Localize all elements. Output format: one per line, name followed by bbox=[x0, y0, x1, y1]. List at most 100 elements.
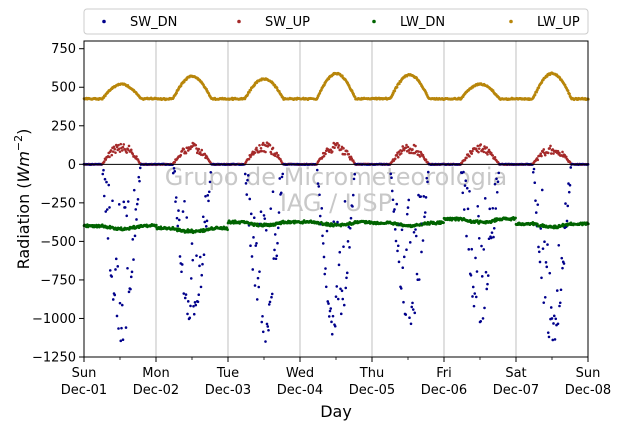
point-sw-dn bbox=[330, 332, 334, 336]
point-sw-dn bbox=[543, 295, 547, 299]
point-sw-dn bbox=[345, 271, 349, 275]
point-sw-dn bbox=[557, 243, 561, 247]
point-sw-dn bbox=[117, 203, 121, 206]
point-sw-dn bbox=[415, 272, 419, 276]
point-sw-dn bbox=[245, 193, 249, 196]
point-sw-up bbox=[112, 145, 116, 149]
point-sw-dn bbox=[476, 204, 480, 208]
legend: SW_DN SW_UP LW_DN LW_UP bbox=[83, 8, 589, 35]
point-sw-dn bbox=[546, 243, 549, 246]
point-sw-dn bbox=[328, 309, 332, 313]
point-sw-dn bbox=[346, 240, 350, 243]
point-sw-dn bbox=[348, 246, 351, 249]
point-sw-up bbox=[556, 149, 560, 153]
point-sw-dn bbox=[463, 184, 467, 187]
point-sw-dn bbox=[339, 287, 342, 291]
point-sw-up bbox=[418, 155, 422, 158]
point-sw-dn bbox=[483, 306, 486, 310]
point-sw-dn bbox=[533, 181, 537, 185]
point-sw-up bbox=[330, 150, 334, 153]
point-sw-dn bbox=[204, 225, 208, 228]
point-sw-dn bbox=[393, 228, 397, 231]
point-sw-up bbox=[337, 144, 341, 147]
point-sw-up bbox=[266, 145, 270, 148]
point-sw-dn bbox=[201, 262, 204, 266]
point-sw-dn bbox=[538, 260, 542, 264]
legend-marker-sw-dn bbox=[102, 19, 106, 24]
point-sw-up bbox=[114, 143, 118, 147]
point-sw-dn bbox=[351, 205, 354, 208]
point-sw-dn bbox=[114, 268, 117, 271]
point-sw-dn bbox=[405, 212, 409, 216]
point-sw-up bbox=[324, 149, 328, 153]
point-sw-up bbox=[333, 146, 336, 150]
point-sw-up bbox=[102, 160, 106, 163]
x-tick-date: Dec-03 bbox=[205, 383, 251, 398]
point-sw-dn bbox=[342, 245, 345, 248]
point-sw-dn bbox=[116, 265, 120, 268]
point-sw-dn bbox=[102, 168, 105, 172]
point-sw-dn bbox=[546, 331, 550, 334]
point-sw-dn bbox=[534, 211, 538, 214]
point-sw-dn bbox=[532, 167, 536, 171]
point-sw-up bbox=[189, 147, 192, 151]
point-lw-up bbox=[392, 92, 395, 95]
point-sw-up bbox=[421, 153, 425, 157]
point-lw-dn bbox=[226, 228, 229, 232]
point-sw-dn bbox=[252, 216, 256, 220]
point-sw-dn bbox=[124, 326, 128, 329]
point-sw-dn bbox=[261, 330, 265, 334]
y-tick-label: 500 bbox=[51, 81, 76, 96]
point-sw-up bbox=[126, 148, 130, 152]
point-lw-up bbox=[566, 89, 570, 93]
point-sw-dn bbox=[199, 285, 203, 289]
point-sw-dn bbox=[207, 190, 211, 194]
point-sw-up bbox=[345, 149, 349, 153]
point-sw-dn bbox=[481, 317, 485, 320]
point-sw-dn bbox=[315, 168, 319, 172]
point-sw-dn bbox=[320, 207, 324, 210]
legend-marker-sw-up bbox=[237, 19, 241, 24]
point-sw-dn bbox=[556, 322, 560, 326]
point-sw-up bbox=[396, 155, 400, 159]
point-sw-dn bbox=[172, 167, 176, 170]
point-sw-dn bbox=[191, 258, 195, 262]
point-sw-dn bbox=[340, 289, 344, 293]
point-sw-up bbox=[546, 151, 550, 155]
point-sw-dn bbox=[552, 314, 556, 318]
point-sw-dn bbox=[537, 245, 540, 249]
point-sw-dn bbox=[264, 340, 267, 343]
point-sw-dn bbox=[200, 273, 204, 277]
point-sw-dn bbox=[192, 312, 196, 316]
point-lw-up bbox=[248, 91, 251, 94]
point-sw-dn bbox=[336, 297, 340, 301]
point-sw-up bbox=[194, 143, 198, 147]
point-sw-dn bbox=[280, 175, 284, 179]
point-sw-up bbox=[184, 151, 188, 155]
point-sw-dn bbox=[271, 190, 275, 194]
y-tick-label: −1000 bbox=[32, 312, 76, 327]
point-sw-dn bbox=[193, 301, 197, 304]
point-sw-dn bbox=[417, 193, 420, 197]
point-sw-dn bbox=[317, 185, 321, 188]
point-sw-up bbox=[336, 142, 339, 145]
point-sw-dn bbox=[246, 174, 250, 177]
point-sw-up bbox=[123, 148, 127, 151]
point-sw-dn bbox=[195, 254, 198, 257]
point-sw-dn bbox=[351, 193, 355, 197]
point-sw-dn bbox=[492, 226, 496, 230]
point-sw-dn bbox=[422, 195, 426, 198]
point-sw-dn bbox=[545, 265, 549, 269]
point-sw-up bbox=[182, 147, 186, 151]
point-sw-up bbox=[463, 158, 467, 162]
point-sw-up bbox=[548, 147, 552, 150]
point-lw-up bbox=[540, 81, 544, 84]
point-sw-up bbox=[197, 147, 201, 151]
point-sw-dn bbox=[197, 293, 201, 297]
point-sw-dn bbox=[562, 262, 566, 265]
point-sw-dn bbox=[465, 186, 469, 190]
x-tick-weekday: Thu bbox=[359, 366, 384, 381]
point-sw-dn bbox=[548, 271, 552, 275]
point-sw-up bbox=[253, 151, 257, 154]
point-sw-dn bbox=[405, 248, 408, 252]
